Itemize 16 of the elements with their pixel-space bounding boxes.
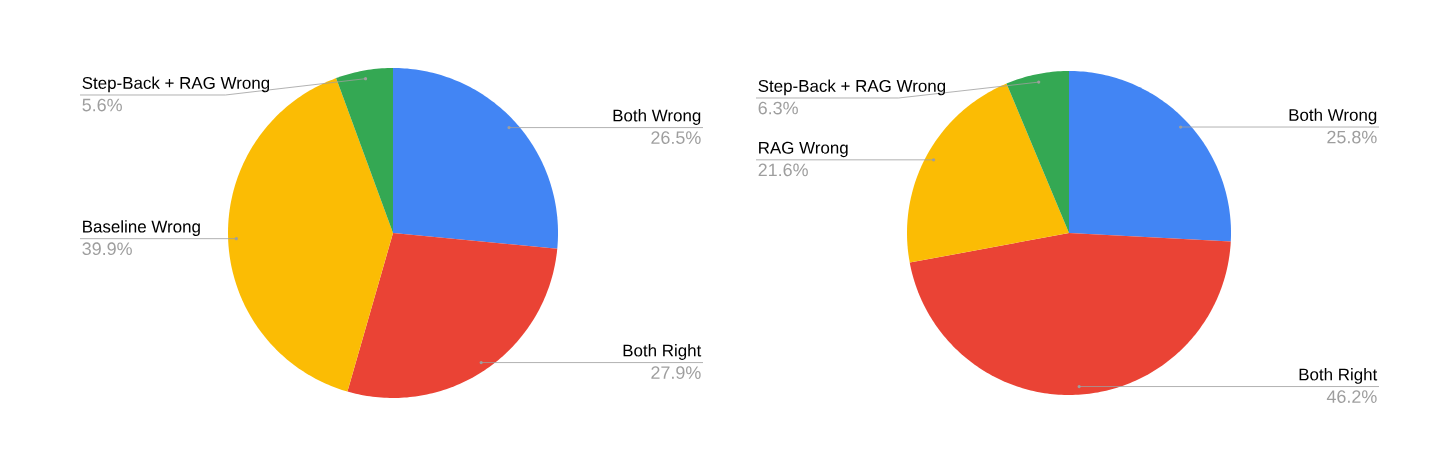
data-label: 5.6% [82, 98, 122, 112]
slice-label: Baseline Wrong [83, 220, 200, 236]
slice-label: Step-Back + RAG Wrong [758, 79, 946, 96]
slice-label: Both Right [1299, 368, 1378, 384]
slice-label: RAG Wrong [759, 141, 848, 158]
slice-label: Both Right [623, 344, 702, 360]
data-label: 39.9% [82, 242, 132, 256]
data-label: 25.8% [1327, 130, 1377, 144]
data-label: 21.6% [758, 163, 808, 177]
slice-label: Both Wrong [1289, 108, 1377, 125]
data-label: 6.3% [758, 101, 798, 115]
data-label: 26.5% [651, 131, 701, 144]
slice-label: Step-Back + RAG Wrong [82, 76, 270, 93]
data-label: 27.9% [651, 366, 701, 379]
data-label: 46.2% [1326, 390, 1377, 403]
slice-label: Both Wrong [613, 109, 701, 125]
